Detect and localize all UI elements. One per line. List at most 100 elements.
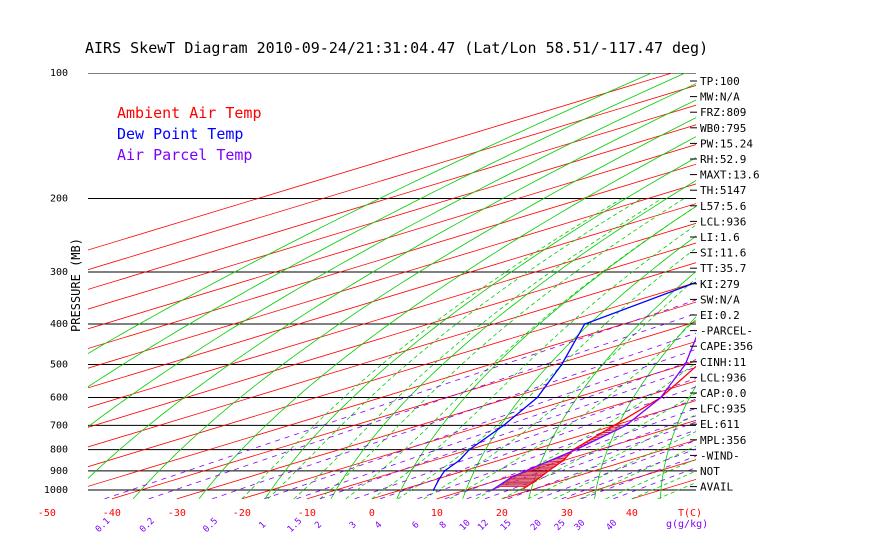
pressure-tick-label: 800	[50, 445, 68, 456]
series-point	[583, 323, 586, 325]
index-item: -WIND-	[700, 449, 740, 462]
dry-adiabat-line	[88, 73, 652, 354]
index-item: CAPE:356	[700, 340, 753, 353]
series-point	[613, 424, 616, 427]
series-point	[523, 487, 525, 490]
moist-adiabat-line	[579, 445, 696, 500]
index-item: TH:5147	[700, 184, 746, 197]
series-point	[826, 238, 828, 240]
dry-adiabat-line	[88, 83, 696, 428]
isotherm-line	[88, 163, 696, 349]
isotherm-line	[88, 73, 673, 251]
isotherm-line	[88, 144, 696, 330]
pressure-tick-label: 100	[50, 68, 68, 79]
moist-adiabat-line	[371, 224, 696, 500]
moist-adiabat-line	[397, 247, 696, 500]
mixing-ratio-unit: g(g/kg)	[666, 519, 708, 530]
index-item: WB0:795	[700, 122, 746, 135]
dry-adiabat-line	[528, 271, 696, 499]
series-point	[443, 470, 446, 472]
index-item: SI:11.6	[700, 247, 746, 260]
mixing-ratio-line	[212, 332, 696, 500]
isotherm-line	[88, 242, 696, 428]
series-point	[762, 271, 764, 273]
series-point	[562, 459, 565, 462]
pressure-tick-label: 900	[50, 466, 68, 477]
isotherm-line	[88, 85, 696, 271]
moist-adiabat-line	[605, 458, 696, 500]
series-line	[523, 365, 696, 489]
index-item: RH:52.9	[700, 153, 746, 166]
series-point	[468, 448, 471, 451]
isotherm-line	[88, 301, 696, 487]
moist-adiabat-line	[449, 319, 696, 500]
index-item: CINH:11	[700, 356, 746, 369]
moist-adiabat-line	[631, 470, 696, 500]
bottom-temperature-tick-label: 10	[431, 508, 443, 519]
series-point	[491, 489, 493, 491]
isotherm-line	[241, 360, 696, 500]
moist-adiabat-line	[293, 198, 663, 500]
isotherm-line	[88, 203, 696, 389]
mixing-ratio-lines	[104, 299, 696, 500]
dry-adiabat-line	[88, 73, 686, 388]
mixing-ratio-tick-label: 40	[605, 518, 620, 533]
dry-adiabat-line	[594, 316, 696, 499]
legend-entry: Air Parcel Temp	[117, 146, 252, 164]
index-item: FRZ:809	[700, 106, 746, 119]
pressure-tick-label: 700	[50, 420, 68, 431]
bottom-temperature-tick-label: -20	[233, 508, 251, 519]
indices-panel: TP:100 MW:N/A FRZ:809 WB0:795 PW:15.24 RH:52.…	[690, 75, 760, 494]
index-item: PW:15.24	[700, 137, 753, 150]
pressure-tick-label: 1000	[44, 485, 68, 496]
index-item: LCL:936	[700, 371, 746, 384]
moist-adiabat-line	[657, 482, 696, 500]
plot-area	[88, 73, 870, 500]
dry-adiabat-line	[396, 205, 696, 499]
legend: Ambient Air Temp Dew Point Temp Air Parcel…	[117, 104, 262, 164]
moist-adiabat-line	[241, 198, 623, 500]
bottom-temperature-tick-label: 0	[369, 508, 375, 519]
dry-adiabat-line	[790, 73, 870, 499]
index-item: EI:0.2	[700, 309, 740, 322]
index-item: L57:5.6	[700, 200, 746, 213]
index-item: TT:35.7	[700, 262, 746, 275]
moist-adiabat-line	[423, 278, 696, 500]
isotherm-line	[88, 183, 696, 369]
pressure-tick-label: 400	[50, 319, 68, 330]
mixing-ratio-tick-label: 20	[529, 518, 544, 533]
series-point	[842, 198, 844, 200]
series-point	[575, 448, 577, 451]
isotherm-line	[371, 400, 696, 500]
index-item: MPL:356	[700, 434, 746, 447]
isotherm-line	[176, 341, 696, 500]
series-point	[560, 363, 563, 366]
moist-adiabat-line	[319, 198, 685, 500]
series-point	[437, 479, 440, 482]
bottom-temperature-tick-label: -10	[298, 508, 316, 519]
series-point	[684, 363, 687, 366]
isotherm-line	[88, 282, 696, 468]
isotherm-line	[88, 262, 696, 448]
pressure-tick-label: 300	[50, 267, 68, 278]
mixing-ratio-tick-label: 1.5	[286, 516, 305, 535]
series-point	[697, 364, 699, 366]
series-line	[432, 281, 696, 491]
mixing-ratio-tick-label: 0.2	[138, 516, 157, 535]
profile-series	[432, 198, 844, 491]
series-point	[624, 424, 627, 427]
isotherm-line	[111, 321, 696, 500]
bottom-temperature-tick-label: 20	[496, 508, 508, 519]
bottom-temperature-tick-label: -40	[103, 508, 121, 519]
mixing-ratio-line	[264, 348, 696, 500]
moist-adiabat-line	[267, 198, 642, 500]
index-item: MW:N/A	[700, 91, 740, 104]
series-point	[524, 470, 527, 472]
mixing-ratio-tick-label: 25	[553, 518, 568, 533]
isotherm-line	[306, 380, 696, 500]
index-item: CAP:0.0	[700, 387, 746, 400]
isotherm-line	[436, 419, 696, 500]
index-item: LI:1.6	[700, 231, 740, 244]
series-point	[502, 481, 505, 484]
